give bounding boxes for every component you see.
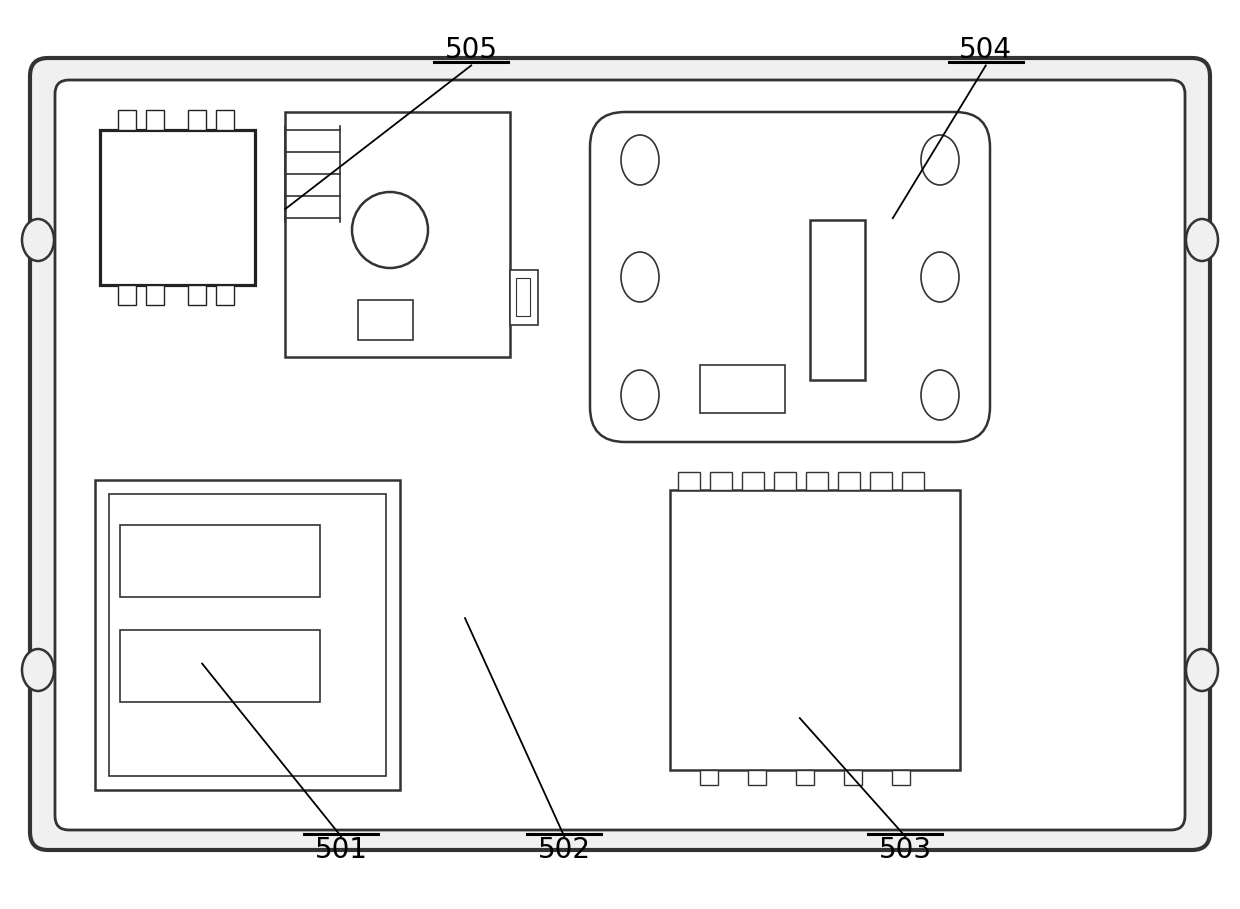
Bar	[216, 110, 234, 130]
Bar	[670, 490, 960, 770]
FancyBboxPatch shape	[55, 80, 1185, 830]
Text: 504: 504	[960, 36, 1012, 64]
Bar	[118, 110, 136, 130]
Bar	[358, 300, 413, 340]
Bar	[188, 110, 206, 130]
Text: 503: 503	[879, 836, 931, 864]
Ellipse shape	[621, 370, 658, 420]
Bar	[100, 130, 255, 285]
Bar	[216, 285, 234, 305]
Bar	[285, 112, 510, 357]
Bar	[516, 278, 529, 316]
Bar	[118, 285, 136, 305]
Bar	[95, 480, 401, 790]
Bar	[774, 472, 796, 490]
Ellipse shape	[1185, 219, 1218, 261]
Ellipse shape	[921, 252, 959, 302]
Bar	[806, 472, 828, 490]
Bar	[678, 472, 701, 490]
Ellipse shape	[1185, 649, 1218, 691]
Bar	[870, 472, 892, 490]
Bar	[146, 285, 164, 305]
Bar	[711, 472, 732, 490]
Bar	[748, 770, 766, 785]
Bar	[146, 110, 164, 130]
Ellipse shape	[921, 370, 959, 420]
Bar	[844, 770, 862, 785]
Text: 502: 502	[538, 836, 590, 864]
FancyBboxPatch shape	[30, 58, 1210, 850]
Bar	[892, 770, 910, 785]
Ellipse shape	[621, 252, 658, 302]
Ellipse shape	[921, 135, 959, 185]
Bar	[742, 472, 764, 490]
Bar	[701, 365, 785, 413]
Circle shape	[352, 192, 428, 268]
Bar	[838, 472, 861, 490]
Bar	[120, 525, 320, 597]
Text: 505: 505	[445, 36, 497, 64]
Ellipse shape	[22, 649, 55, 691]
Bar	[120, 630, 320, 702]
Text: 501: 501	[315, 836, 367, 864]
Bar	[109, 494, 386, 776]
Bar	[701, 770, 718, 785]
Ellipse shape	[22, 219, 55, 261]
Bar	[810, 220, 866, 380]
FancyBboxPatch shape	[590, 112, 990, 442]
Ellipse shape	[621, 135, 658, 185]
Bar	[188, 285, 206, 305]
Bar	[510, 270, 538, 325]
Bar	[796, 770, 813, 785]
Bar	[901, 472, 924, 490]
